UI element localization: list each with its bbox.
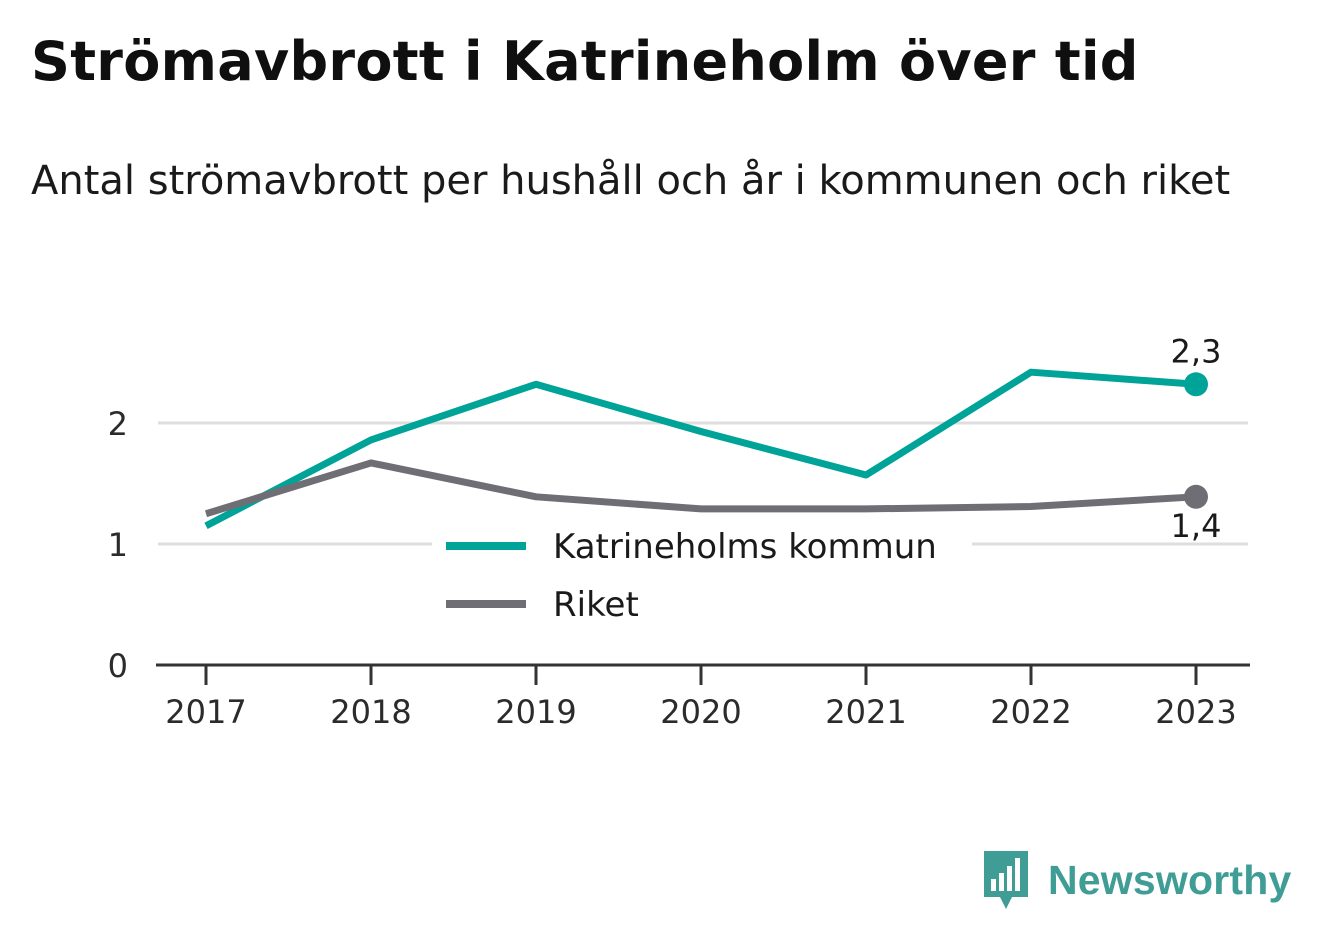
legend-label: Katrineholms kommun [553,527,937,567]
x-tick-label: 2022 [990,693,1071,731]
y-tick-label: 1 [108,526,128,564]
x-tick-label: 2020 [660,693,741,731]
series-line-riket [204,459,1197,518]
logo-text: Newsworthy [1048,856,1292,903]
x-tick-label: 2018 [330,693,411,731]
legend-label: Riket [553,585,639,625]
series-end-marker [1184,372,1208,397]
series-line-katrineholm [204,368,1197,529]
x-tick-label: 2023 [1155,693,1236,731]
y-tick-label: 0 [108,647,128,685]
series-end-marker [1184,484,1208,509]
chart-subtitle: Antal strömavbrott per hushåll och år i … [31,158,1231,204]
line-chart: Katrineholms kommun Riket 2,3 1,4 0 1 2 2017 2… [108,332,1250,731]
legend-background [432,518,972,628]
data-label: 1,4 [1171,507,1222,545]
axes: 0 1 2 2017 2018 2019 2020 2021 2022 2023 [108,405,1250,731]
x-tick-label: 2021 [825,693,906,731]
data-label: 2,3 [1171,332,1222,370]
x-tick-label: 2017 [165,693,246,731]
series-lines: 2,3 1,4 [204,332,1222,545]
y-tick-label: 2 [108,405,128,443]
legend: Katrineholms kommun Riket [432,518,972,628]
newsworthy-logo: Newsworthy [982,848,1292,912]
bar-chart-logo-icon [984,851,1028,909]
chart-title: Strömavbrott i Katrineholm över tid [31,30,1139,93]
x-tick-label: 2019 [495,693,576,731]
